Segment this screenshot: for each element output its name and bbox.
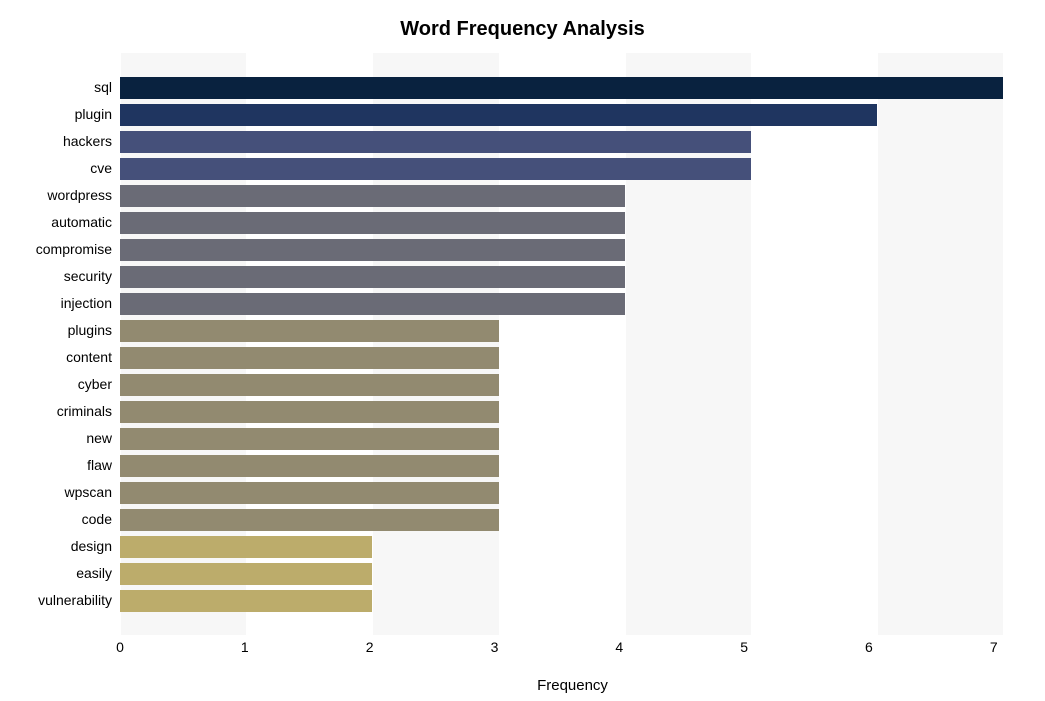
bar-row	[120, 155, 1035, 182]
y-tick-label: wpscan	[10, 479, 120, 506]
bar-row	[120, 371, 1035, 398]
y-tick-label: hackers	[10, 128, 120, 155]
y-tick-label: automatic	[10, 209, 120, 236]
x-tick-label: 3	[491, 639, 499, 655]
bar	[120, 563, 372, 585]
y-tick-label: flaw	[10, 452, 120, 479]
y-tick-label: cve	[10, 155, 120, 182]
bar	[120, 428, 499, 450]
bar	[120, 293, 625, 315]
bar-row	[120, 425, 1035, 452]
bar	[120, 104, 877, 126]
bar-row	[120, 209, 1035, 236]
bar	[120, 185, 625, 207]
bar-row	[120, 506, 1035, 533]
plot-row: sqlpluginhackerscvewordpressautomaticcom…	[10, 53, 1035, 635]
bar	[120, 455, 499, 477]
x-tick-label: 0	[116, 639, 124, 655]
bar	[120, 212, 625, 234]
plot-area	[120, 53, 1035, 635]
y-tick-label: design	[10, 533, 120, 560]
bar	[120, 536, 372, 558]
bar	[120, 374, 499, 396]
x-tick-label: 7	[990, 639, 998, 655]
bar-row	[120, 587, 1035, 614]
bar-row	[120, 398, 1035, 425]
y-tick-label: sql	[10, 74, 120, 101]
bar	[120, 131, 751, 153]
bar	[120, 482, 499, 504]
y-tick-label: criminals	[10, 398, 120, 425]
bar-row	[120, 479, 1035, 506]
bar	[120, 347, 499, 369]
x-tick-label: 5	[740, 639, 748, 655]
bar-row	[120, 344, 1035, 371]
x-axis-label: Frequency	[120, 677, 1025, 694]
bar-row	[120, 101, 1035, 128]
bar-row	[120, 533, 1035, 560]
y-tick-label: content	[10, 344, 120, 371]
bar	[120, 266, 625, 288]
chart-title: Word Frequency Analysis	[10, 18, 1035, 41]
y-tick-label: new	[10, 425, 120, 452]
x-tick-label: 6	[865, 639, 873, 655]
y-tick-label: security	[10, 263, 120, 290]
x-tick-label: 2	[366, 639, 374, 655]
x-tick-label: 1	[241, 639, 249, 655]
y-tick-label: plugins	[10, 317, 120, 344]
y-tick-label: vulnerability	[10, 587, 120, 614]
y-tick-label: easily	[10, 560, 120, 587]
y-tick-label: code	[10, 506, 120, 533]
bar	[120, 158, 751, 180]
bar	[120, 77, 1003, 99]
y-tick-label: wordpress	[10, 182, 120, 209]
bar	[120, 509, 499, 531]
y-tick-label: injection	[10, 290, 120, 317]
y-tick-label: compromise	[10, 236, 120, 263]
bar-row	[120, 182, 1035, 209]
bar-row	[120, 317, 1035, 344]
bar	[120, 239, 625, 261]
bar	[120, 320, 499, 342]
bar-row	[120, 74, 1035, 101]
bar-row	[120, 128, 1035, 155]
y-tick-label: plugin	[10, 101, 120, 128]
x-tick-label: 4	[615, 639, 623, 655]
x-axis: 01234567 Frequency	[120, 635, 1025, 685]
chart-container: Word Frequency Analysis sqlpluginhackers…	[0, 0, 1045, 701]
bar	[120, 590, 372, 612]
bar-row	[120, 236, 1035, 263]
y-tick-label: cyber	[10, 371, 120, 398]
bar-row	[120, 263, 1035, 290]
bars-container	[120, 53, 1035, 635]
y-axis-labels: sqlpluginhackerscvewordpressautomaticcom…	[10, 53, 120, 635]
bar-row	[120, 452, 1035, 479]
bar-row	[120, 290, 1035, 317]
x-axis-ticks: 01234567	[120, 635, 1025, 655]
bar-row	[120, 560, 1035, 587]
bar	[120, 401, 499, 423]
